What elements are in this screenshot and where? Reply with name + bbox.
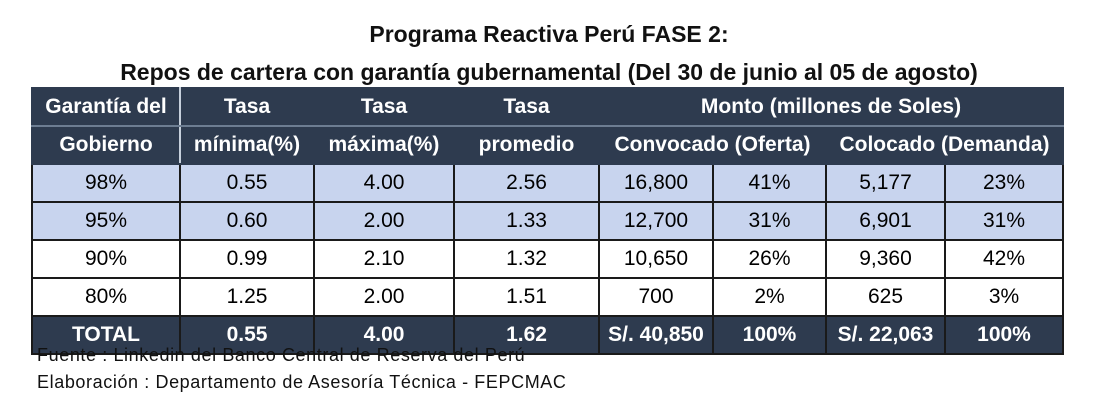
- total-tasa-max: 4.00: [313, 315, 455, 355]
- cell-convocado-pct: 2%: [712, 277, 827, 317]
- cell-tasa-max: 4.00: [313, 163, 455, 203]
- cell-tasa-min: 0.60: [179, 201, 315, 241]
- header-row-1: Garantía del Tasa Tasa Tasa Monto (millo…: [31, 87, 1064, 127]
- header-tasa-min-l1: Tasa: [179, 87, 315, 127]
- cell-garantia: 95%: [31, 201, 181, 241]
- cell-tasa-max: 2.00: [313, 277, 455, 317]
- cell-tasa-prom: 2.56: [453, 163, 600, 203]
- cell-colocado-pct: 3%: [944, 277, 1064, 317]
- cell-convocado-pct: 31%: [712, 201, 827, 241]
- source-note: Fuente : Linkedin del Banco Central de R…: [37, 345, 526, 365]
- cell-convocado: 700: [598, 277, 714, 317]
- total-convocado: S/. 40,850: [598, 315, 714, 355]
- total-colocado: S/. 22,063: [825, 315, 946, 355]
- header-garantia-l1: Garantía del: [31, 87, 181, 127]
- header-tasa-max-l1: Tasa: [313, 87, 455, 127]
- author-note: Elaboración : Departamento de Asesoría T…: [37, 372, 567, 392]
- header-garantia-l2: Gobierno: [31, 125, 181, 165]
- total-tasa-min: 0.55: [179, 315, 315, 355]
- cell-convocado-pct: 41%: [712, 163, 827, 203]
- cell-colocado: 6,901: [825, 201, 946, 241]
- cell-garantia: 80%: [31, 277, 181, 317]
- header-tasa-min-l2: mínima(%): [179, 125, 315, 165]
- table-row: 90% 0.99 2.10 1.32 10,650 26% 9,360 42%: [31, 239, 1064, 279]
- header-colocado: Colocado (Demanda): [825, 125, 1064, 165]
- cell-convocado: 16,800: [598, 163, 714, 203]
- cell-colocado: 9,360: [825, 239, 946, 279]
- total-convocado-pct: 100%: [712, 315, 827, 355]
- table-row: 98% 0.55 4.00 2.56 16,800 41% 5,177 23%: [31, 163, 1064, 203]
- header-tasa-prom-l2: promedio: [453, 125, 600, 165]
- cell-colocado-pct: 23%: [944, 163, 1064, 203]
- cell-tasa-min: 0.99: [179, 239, 315, 279]
- cell-colocado: 625: [825, 277, 946, 317]
- total-tasa-prom: 1.62: [453, 315, 600, 355]
- cell-tasa-max: 2.10: [313, 239, 455, 279]
- cell-tasa-prom: 1.51: [453, 277, 600, 317]
- cell-colocado-pct: 31%: [944, 201, 1064, 241]
- cell-garantia: 90%: [31, 239, 181, 279]
- cell-convocado: 12,700: [598, 201, 714, 241]
- cell-tasa-prom: 1.32: [453, 239, 600, 279]
- header-tasa-prom-l1: Tasa: [453, 87, 600, 127]
- cell-colocado-pct: 42%: [944, 239, 1064, 279]
- total-row: TOTAL 0.55 4.00 1.62 S/. 40,850 100% S/.…: [31, 315, 1064, 355]
- header-row-2: Gobierno mínima(%) máxima(%) promedio Co…: [31, 125, 1064, 165]
- header-convocado: Convocado (Oferta): [598, 125, 827, 165]
- header-monto: Monto (millones de Soles): [598, 87, 1064, 127]
- cell-colocado: 5,177: [825, 163, 946, 203]
- reactiva-table: Garantía del Tasa Tasa Tasa Monto (millo…: [31, 87, 1064, 355]
- cell-convocado-pct: 26%: [712, 239, 827, 279]
- table-row: 95% 0.60 2.00 1.33 12,700 31% 6,901 31%: [31, 201, 1064, 241]
- cell-garantia: 98%: [31, 163, 181, 203]
- cell-convocado: 10,650: [598, 239, 714, 279]
- cell-tasa-max: 2.00: [313, 201, 455, 241]
- title-line-1: Programa Reactiva Perú FASE 2:: [369, 21, 729, 47]
- cell-tasa-prom: 1.33: [453, 201, 600, 241]
- title-line-2: Repos de cartera con garantía gubernamen…: [120, 59, 978, 85]
- cell-tasa-min: 1.25: [179, 277, 315, 317]
- total-label: TOTAL: [31, 315, 181, 355]
- header-tasa-max-l2: máxima(%): [313, 125, 455, 165]
- table-row: 80% 1.25 2.00 1.51 700 2% 625 3%: [31, 277, 1064, 317]
- cell-tasa-min: 0.55: [179, 163, 315, 203]
- total-colocado-pct: 100%: [944, 315, 1064, 355]
